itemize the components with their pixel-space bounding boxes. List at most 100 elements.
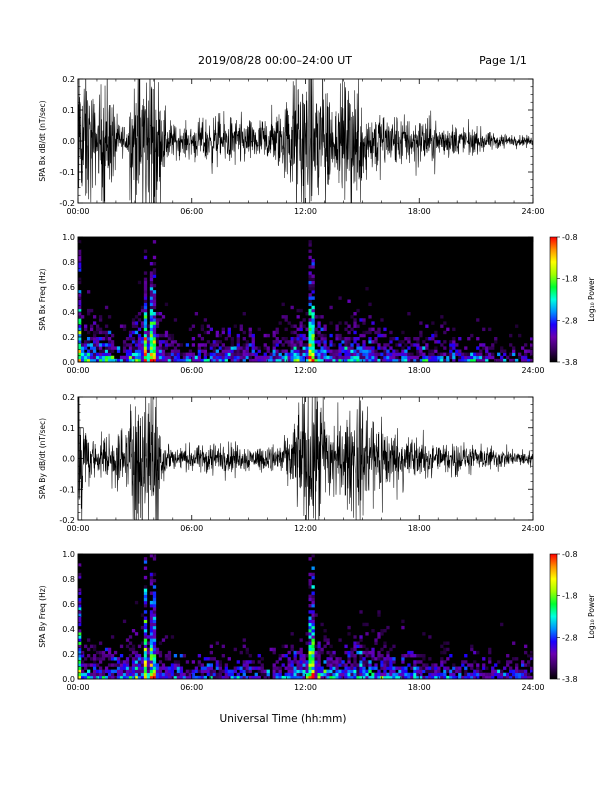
- spectrogram-cell: [230, 340, 234, 344]
- spectrogram-cell: [143, 635, 148, 639]
- spectrogram-cell: [251, 346, 255, 350]
- timeseries-panel: 00:00 06:00 12:00 18:00 24:00-0.2-0.10.00.10…: [38, 393, 545, 533]
- spectrogram-cell: [161, 663, 166, 667]
- spectrogram-cell: [284, 675, 288, 680]
- spectrogram-cell: [137, 318, 142, 322]
- spectrogram-cell: [191, 343, 196, 347]
- spectrogram-cell: [389, 647, 393, 652]
- spectrogram-cell: [182, 675, 187, 680]
- spectrogram-cell: [78, 277, 82, 282]
- spectrogram-cell: [242, 666, 246, 670]
- spectrogram-cell: [368, 349, 372, 353]
- spectrogram-cell: [149, 672, 154, 677]
- colorbar-scale: [549, 236, 558, 363]
- spectrogram-cell: [356, 349, 360, 353]
- spectrogram-cell: [227, 657, 231, 661]
- spectrogram-cell: [215, 675, 219, 680]
- spectrogram-cell: [275, 666, 279, 670]
- spectrogram-cell: [143, 591, 148, 595]
- spectrogram-cell: [149, 554, 154, 558]
- spectrogram-cell: [488, 327, 492, 332]
- spectrogram-cell: [224, 358, 228, 363]
- spectrogram-cell: [380, 355, 384, 360]
- spectrogram-cell: [143, 632, 148, 636]
- spectrogram-cell: [236, 337, 240, 341]
- spectrogram-cell: [78, 333, 82, 338]
- spectrogram-cell: [92, 315, 97, 319]
- spectrogram-cell: [419, 321, 423, 325]
- spectrogram-cell: [338, 333, 342, 338]
- spectrogram-cell: [311, 654, 315, 658]
- spectrogram-cell: [455, 669, 459, 674]
- spectrogram-cell: [191, 355, 196, 360]
- spectrogram-cell: [308, 321, 312, 325]
- spectrogram-cell: [512, 641, 516, 645]
- spectrogram-cell: [341, 358, 345, 363]
- spectrogram-cell: [152, 262, 157, 266]
- spectrogram-cell: [416, 349, 420, 353]
- spectrogram-cell: [140, 349, 145, 353]
- spectrogram-cell: [308, 355, 312, 360]
- spectrogram-cell: [78, 249, 82, 253]
- spectrogram-cell: [479, 349, 483, 353]
- spectrogram-cell: [527, 349, 531, 353]
- spectrogram-cell: [281, 654, 285, 658]
- spectrogram-cell: [98, 349, 103, 353]
- spectrogram-cell: [275, 327, 279, 332]
- spectrogram-cell: [275, 337, 279, 341]
- spectrogram-cell: [146, 641, 151, 645]
- spectrogram-cell: [152, 268, 157, 272]
- spectrogram-cell: [425, 337, 429, 341]
- spectrogram-cell: [284, 355, 288, 360]
- spectrogram-cell: [416, 669, 420, 674]
- spectrogram-cell: [293, 654, 297, 658]
- spectrogram-cell: [98, 355, 103, 360]
- spectrogram-cell: [254, 672, 258, 677]
- spectrogram-cell: [401, 355, 405, 360]
- spectrogram-cell: [359, 352, 363, 357]
- spectrogram-cell: [329, 660, 333, 664]
- spectrogram-cell: [95, 358, 100, 363]
- spectrogram-cell: [152, 572, 157, 577]
- spectrogram-cell: [89, 663, 94, 667]
- spectrogram-cell: [125, 644, 130, 649]
- spectrogram-cell: [239, 346, 243, 350]
- spectrogram-cell: [257, 654, 261, 658]
- spectrogram-cell: [78, 607, 82, 611]
- spectrogram-cell: [323, 340, 327, 344]
- spectrogram-cell: [308, 293, 312, 297]
- spectrogram-cell: [458, 355, 462, 360]
- spectrogram-cell: [197, 346, 202, 350]
- spectrogram-cell: [122, 619, 127, 624]
- spectrogram-cell: [143, 358, 148, 363]
- spectrogram-cell: [146, 660, 151, 664]
- spectrogram-cell: [263, 675, 267, 680]
- spectrogram-cell: [122, 355, 127, 360]
- spectrogram-cell: [320, 315, 324, 319]
- x-tick-label: 06:00: [180, 366, 203, 375]
- x-tick-label: 18:00: [408, 366, 431, 375]
- spectrogram-cell: [152, 597, 157, 602]
- spectrogram-cell: [155, 340, 160, 344]
- spectrogram-cell: [407, 358, 411, 363]
- spectrogram-cell: [377, 352, 381, 357]
- spectrogram-cell: [188, 669, 193, 674]
- spectrogram-cell: [230, 337, 234, 341]
- spectrogram-cell: [482, 358, 486, 363]
- spectrogram-cell: [161, 666, 166, 670]
- spectrogram-cell: [143, 588, 148, 592]
- spectrogram-cell: [377, 343, 381, 347]
- spectrogram-cell: [374, 666, 378, 670]
- spectrogram-cell: [335, 666, 339, 670]
- spectrogram-cell: [308, 660, 312, 664]
- spectrogram-cell: [368, 330, 372, 335]
- spectrogram-cell: [131, 650, 136, 655]
- spectrogram-cell: [287, 358, 291, 363]
- spectrogram-cell: [167, 358, 172, 363]
- spectrogram-cell: [380, 358, 384, 363]
- spectrogram-cell: [230, 358, 234, 363]
- spectrogram-cell: [134, 672, 139, 677]
- spectrogram-cell: [371, 647, 375, 652]
- spectrogram-cell: [338, 672, 342, 677]
- spectrogram-cell: [197, 660, 202, 664]
